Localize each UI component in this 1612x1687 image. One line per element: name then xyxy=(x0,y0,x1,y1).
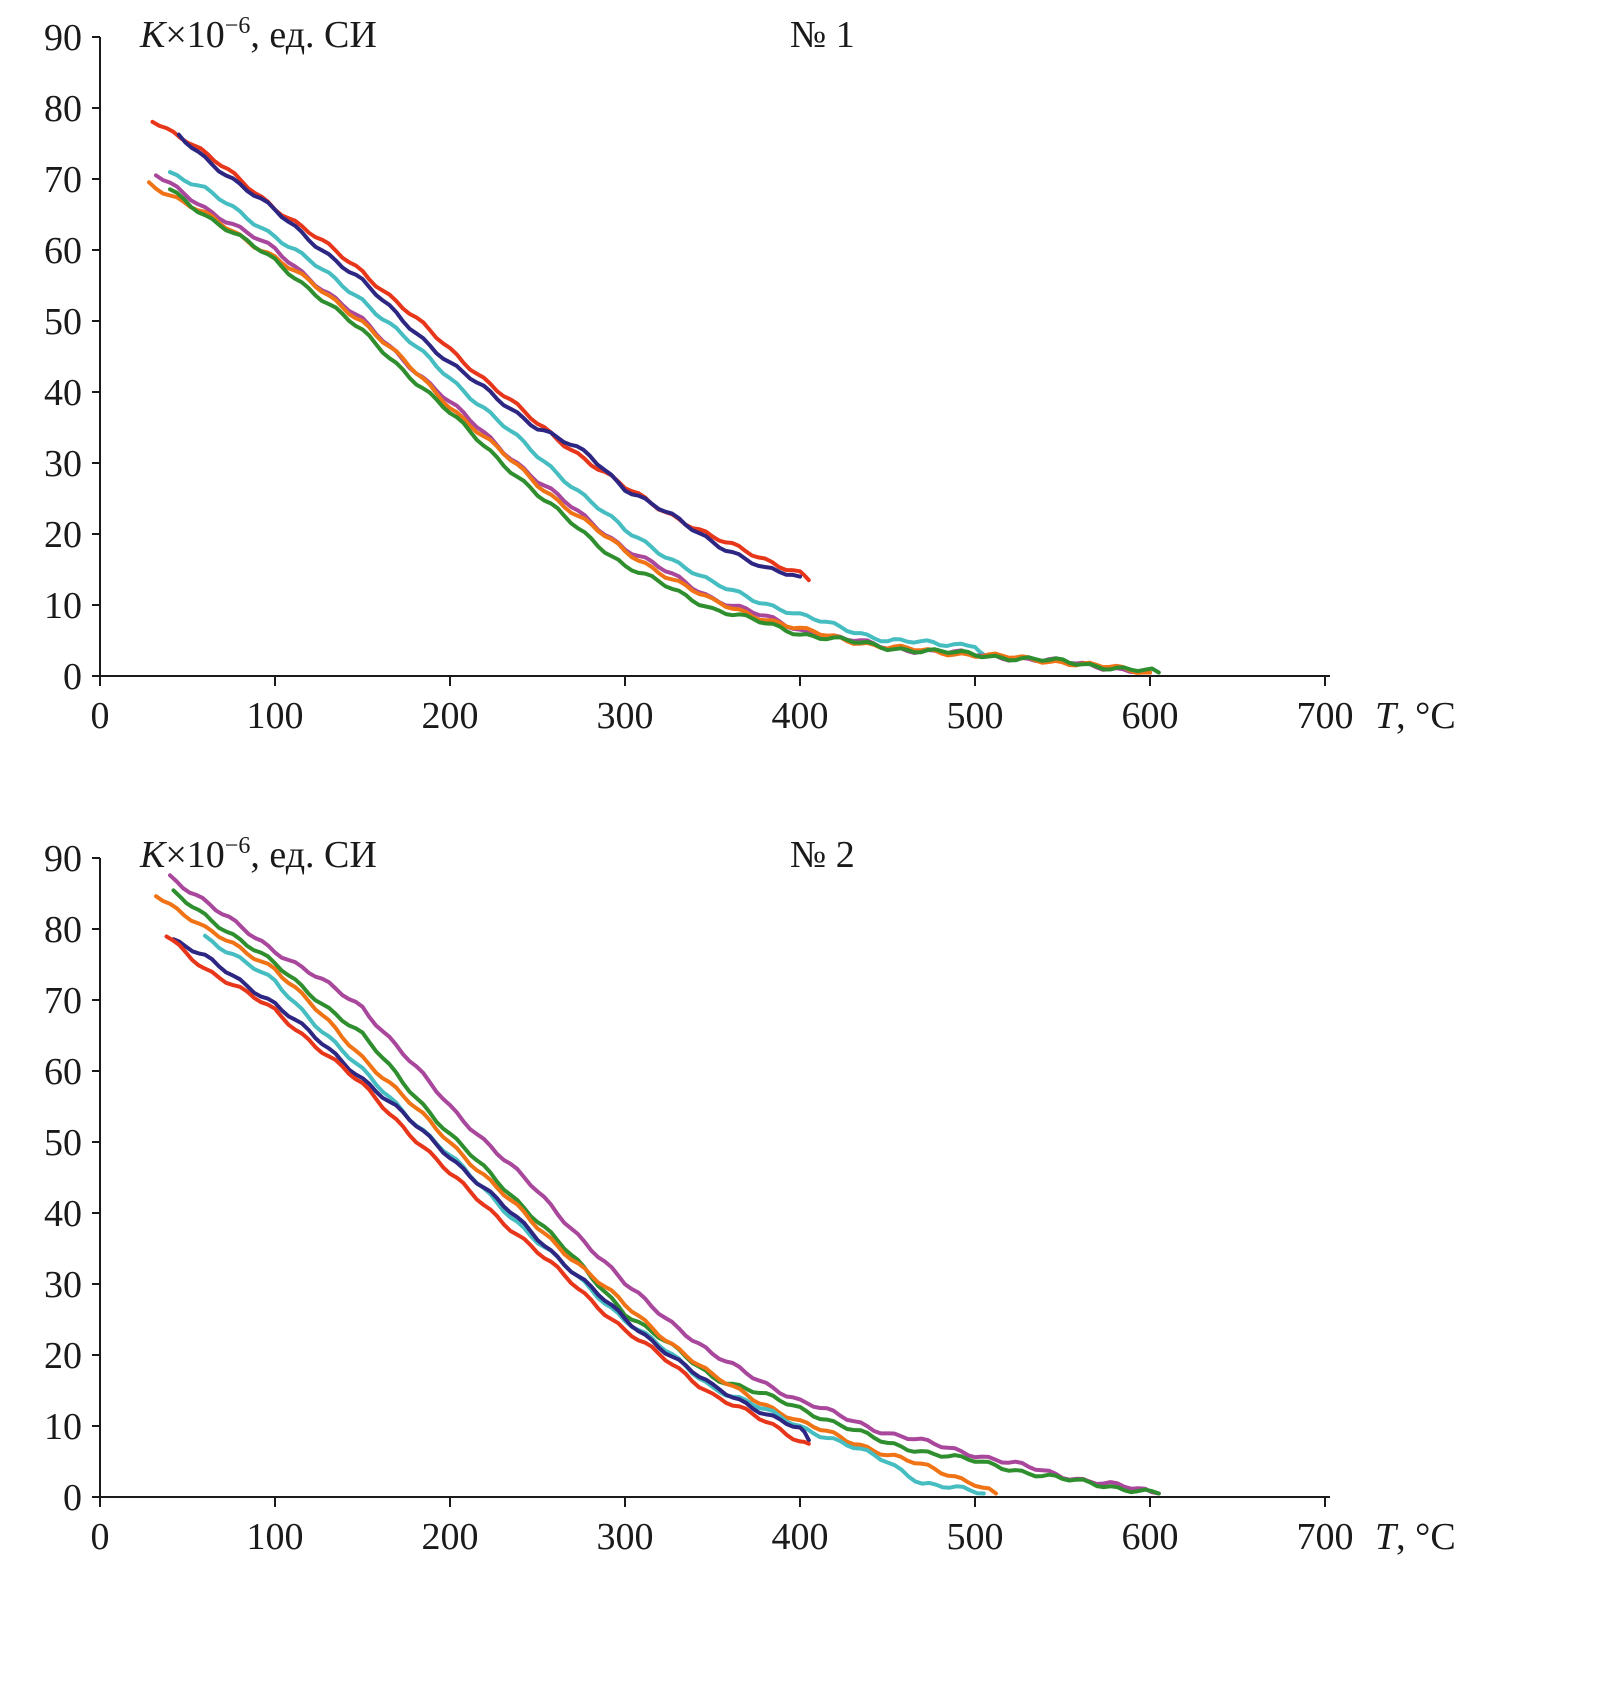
y-axis-title: K×10−6, ед. СИ xyxy=(139,833,377,876)
y-tick-label: 40 xyxy=(44,1193,82,1235)
y-axis-title-unit: , ед. СИ xyxy=(250,834,377,876)
x-tick-label: 300 xyxy=(597,1516,654,1558)
chart-title: № 2 xyxy=(790,834,855,876)
y-tick-label: 80 xyxy=(44,88,82,130)
y-axis-title-variable: K xyxy=(139,14,167,56)
x-tick-label: 500 xyxy=(947,695,1004,737)
x-tick-label: 100 xyxy=(247,695,304,737)
x-tick-label: 300 xyxy=(597,695,654,737)
y-axis-title-unit: , ед. СИ xyxy=(250,14,377,56)
y-tick-label: 30 xyxy=(44,1264,82,1306)
y-tick-label: 0 xyxy=(63,1477,82,1519)
x-tick-label: 0 xyxy=(91,695,110,737)
x-tick-label: 700 xyxy=(1297,695,1354,737)
x-tick-label: 600 xyxy=(1122,695,1179,737)
chart-title: № 1 xyxy=(790,14,855,56)
y-tick-label: 50 xyxy=(44,1122,82,1164)
series-line-blue xyxy=(176,132,802,579)
series-line-orange xyxy=(147,180,1152,675)
series-line-red xyxy=(150,119,811,583)
y-tick-label: 70 xyxy=(44,159,82,201)
series-line-red xyxy=(164,934,811,1446)
series-line-magenta xyxy=(168,873,1161,1496)
y-tick-label: 20 xyxy=(44,1335,82,1377)
chart-panel-1: 0 10 20 30 40 50 60 70 80 90 0 100 200 300 400 500 600 70… xyxy=(44,13,1456,737)
x-axis-title: T, °C xyxy=(1375,1516,1456,1558)
y-tick-label: 70 xyxy=(44,980,82,1022)
y-tick-label: 40 xyxy=(44,372,82,414)
x-tick-label: 700 xyxy=(1297,1516,1354,1558)
x-axis-title-variable: T xyxy=(1375,1516,1399,1558)
y-tick-label: 90 xyxy=(44,838,82,880)
x-tick-label: 200 xyxy=(422,695,479,737)
series-line-magenta xyxy=(154,173,1152,675)
x-axis-title-unit: , °C xyxy=(1396,695,1456,737)
y-tick-label: 60 xyxy=(44,230,82,272)
x-tick-label: 200 xyxy=(422,1516,479,1558)
y-tick-label: 10 xyxy=(44,1406,82,1448)
y-tick-label: 50 xyxy=(44,301,82,343)
y-axis-title-multiplier: ×10 xyxy=(165,14,224,56)
x-axis-title: T, °C xyxy=(1375,695,1456,737)
x-tick-label: 100 xyxy=(247,1516,304,1558)
y-tick-label: 80 xyxy=(44,909,82,951)
series-line-orange xyxy=(154,894,998,1496)
y-tick-label: 60 xyxy=(44,1051,82,1093)
series-line-blue xyxy=(171,937,811,1443)
series-line-cyan xyxy=(203,933,986,1496)
y-axis-title: K×10−6, ед. СИ xyxy=(139,13,377,56)
series-line-green xyxy=(168,187,1161,675)
x-tick-label: 400 xyxy=(772,1516,829,1558)
x-tick-label: 600 xyxy=(1122,1516,1179,1558)
series-line-green xyxy=(171,888,1161,1496)
series-line-cyan xyxy=(168,170,986,657)
y-tick-label: 90 xyxy=(44,17,82,59)
y-tick-label: 0 xyxy=(63,656,82,698)
x-tick-label: 400 xyxy=(772,695,829,737)
chart-panel-2: 0 10 20 30 40 50 60 70 80 90 0 100 200 300 400 500 600 70… xyxy=(44,833,1456,1558)
x-tick-label: 500 xyxy=(947,1516,1004,1558)
y-axis-title-multiplier: ×10 xyxy=(165,834,224,876)
y-tick-label: 20 xyxy=(44,514,82,556)
y-axis-title-variable: K xyxy=(139,834,167,876)
x-tick-label: 0 xyxy=(91,1516,110,1558)
y-axis-title-exponent: −6 xyxy=(225,13,251,39)
x-axis-title-unit: , °C xyxy=(1396,1516,1456,1558)
y-axis-title-exponent: −6 xyxy=(225,833,251,859)
x-axis-title-variable: T xyxy=(1375,695,1399,737)
y-tick-label: 10 xyxy=(44,585,82,627)
y-tick-label: 30 xyxy=(44,443,82,485)
